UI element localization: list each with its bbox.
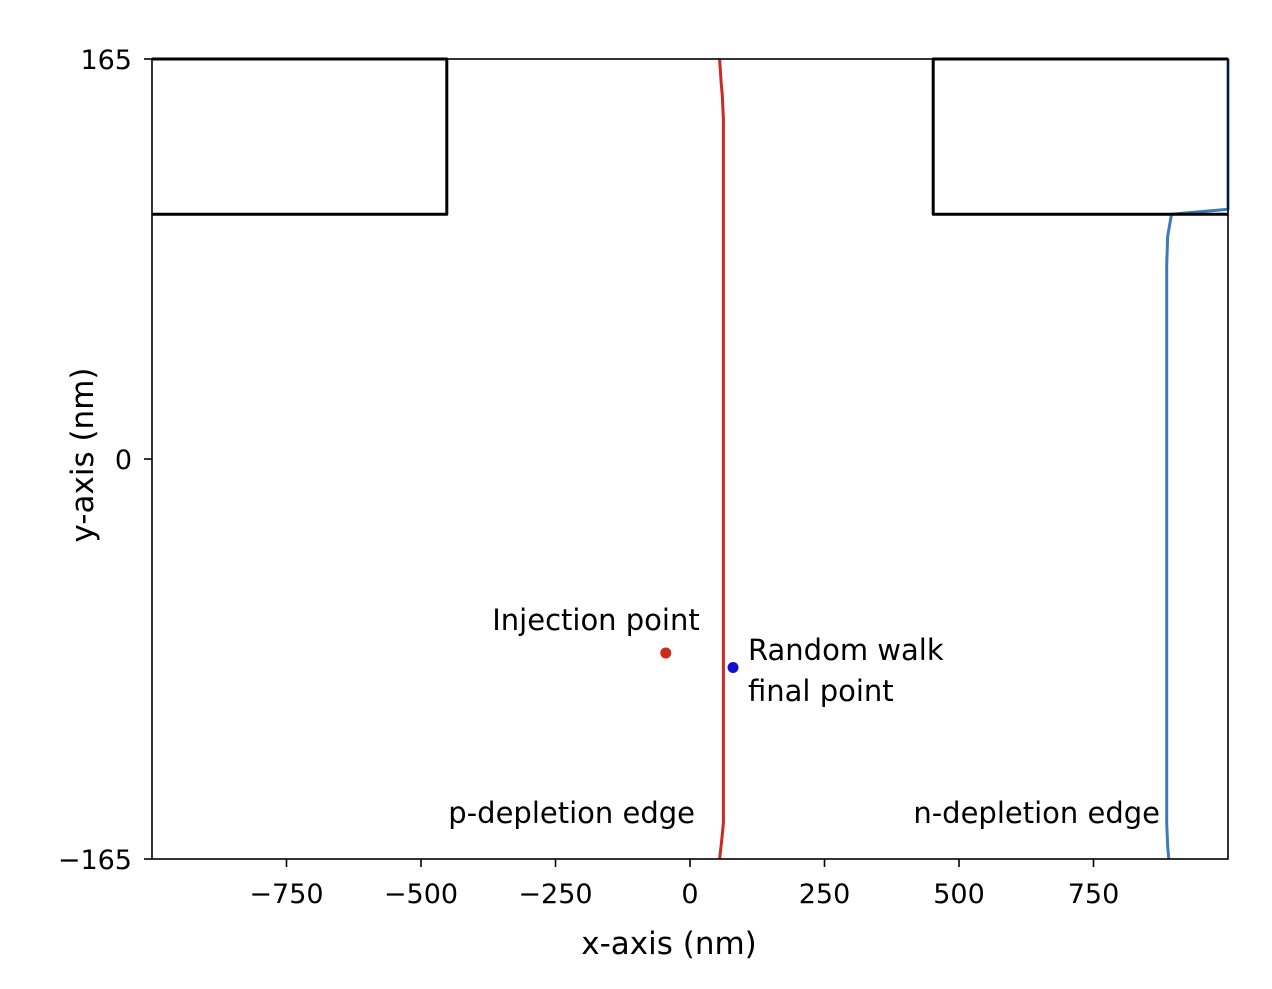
series-n-depletion-edge: [1165, 59, 1230, 860]
x-tick-label: −500: [384, 879, 458, 910]
points-layer: [660, 647, 739, 673]
series-layer: [152, 57, 1230, 860]
plot-frame: [151, 58, 1229, 860]
annotation-random-walk-line1: Random walk: [748, 633, 944, 667]
y-tick-label: 165: [80, 45, 132, 76]
annotation-p-depletion-edge: p-depletion edge: [448, 796, 695, 830]
point-random-walk-final-point: [727, 661, 739, 673]
series-right-block: [931, 57, 1228, 216]
annotation-random-walk-line2: final point: [748, 674, 894, 708]
x-axis-label: x-axis (nm): [581, 926, 757, 962]
y-axis-label: y-axis (nm): [65, 368, 101, 543]
annotation-injection-point: Injection point: [492, 603, 700, 637]
x-tick-label: 250: [799, 879, 851, 910]
x-tick-label: 750: [1068, 879, 1120, 910]
x-tick-label: −250: [518, 879, 592, 910]
x-tick-label: −750: [249, 879, 323, 910]
axis-ticks: −750 −500 −250 0 250 500 750 −165 0 165: [58, 45, 1119, 910]
series-left-block: [152, 57, 449, 216]
x-tick-label: 0: [681, 879, 698, 910]
x-tick-label: 500: [933, 879, 985, 910]
point-injection-point: [660, 647, 672, 659]
series-p-depletion-edge: [718, 58, 725, 860]
y-tick-label: −165: [58, 845, 132, 876]
y-tick-label: 0: [115, 445, 132, 476]
annotation-n-depletion-edge: n-depletion edge: [913, 796, 1160, 830]
